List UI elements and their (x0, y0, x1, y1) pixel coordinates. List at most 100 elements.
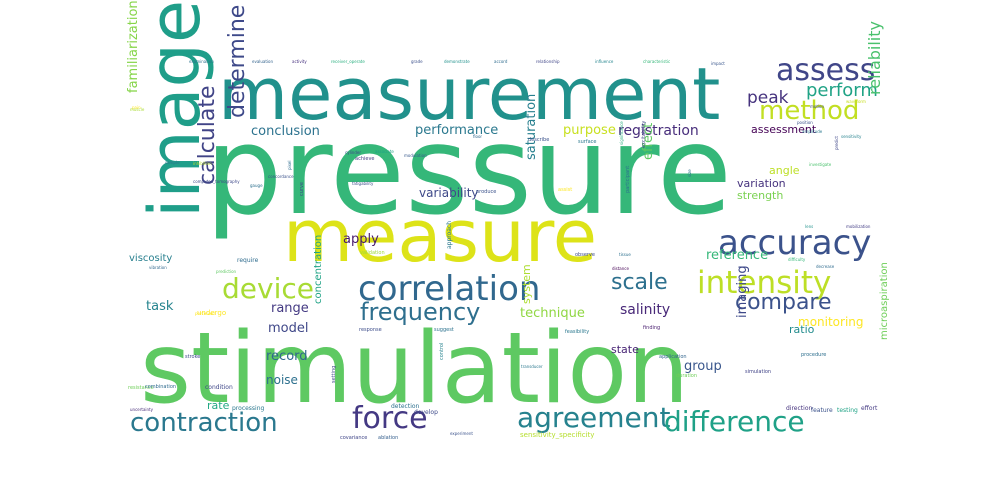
cloud-word: curve (299, 181, 305, 196)
cloud-word: influence (595, 59, 614, 64)
cloud-word: record (266, 349, 308, 364)
cloud-word: receiver_operate (331, 59, 365, 64)
cloud-word: assessment (751, 123, 817, 136)
cloud-word: feasibility (565, 329, 590, 335)
cloud-word: stimulation (140, 312, 690, 426)
cloud-word: undergo (197, 309, 227, 317)
cloud-word: performance (415, 123, 499, 138)
cloud-word: salinity (620, 302, 671, 318)
cloud-word: computed_tomography (193, 179, 240, 184)
cloud-word: investigate (809, 162, 832, 167)
cloud-word: rate (207, 399, 230, 412)
cloud-word: combination (145, 384, 177, 390)
cloud-word: difference (664, 405, 805, 438)
cloud-word: cylinder (345, 150, 361, 155)
cloud-word: determine (225, 4, 250, 118)
cloud-word: assist (558, 187, 573, 193)
cloud-word: correlation (358, 269, 541, 309)
cloud-word: state (611, 343, 639, 356)
cloud-word: effort (861, 405, 878, 412)
cloud-word: ablation (378, 435, 399, 441)
cloud-word: examination (189, 59, 214, 64)
cloud-word: apply (343, 232, 379, 247)
cloud-word: predict (834, 136, 839, 150)
cloud-word: characteristic (643, 59, 671, 64)
cloud-word: floor (473, 134, 483, 139)
cloud-word: resistance (128, 385, 154, 391)
cloud-word: associate (375, 149, 394, 154)
cloud-word: group (684, 359, 722, 374)
cloud-word: sample (165, 160, 180, 165)
cloud-word: achieve (355, 156, 375, 162)
cloud-word: compare (735, 290, 832, 315)
cloud-word: model (268, 321, 309, 336)
cloud-word: surface (578, 139, 597, 145)
cloud-word: develop (414, 409, 438, 416)
cloud-word: pressure (205, 100, 732, 242)
cloud-word: demonstrate (444, 59, 470, 64)
cloud-word: prediction (216, 269, 237, 274)
cloud-word: pain (132, 105, 141, 110)
cloud-word: ratio (789, 323, 815, 336)
cloud-word: perform (806, 80, 878, 101)
cloud-word: variation (737, 177, 786, 190)
cloud-word: distance (612, 266, 629, 271)
cloud-word: method (759, 96, 860, 126)
cloud-word: familiarization (126, 0, 141, 93)
cloud-word: vibration (149, 265, 167, 270)
cloud-word: feature (811, 407, 833, 414)
cloud-word: finding (643, 325, 661, 331)
cloud-word: size (687, 169, 692, 177)
cloud-word: lens (805, 224, 814, 229)
cloud-word: uncertainty (130, 407, 153, 412)
cloud-word: direction (786, 405, 813, 412)
cloud-word: perceived (195, 311, 215, 316)
cloud-word: grade (411, 59, 423, 64)
cloud-word: concentration (313, 234, 324, 304)
cloud-word: position (797, 120, 813, 125)
cloud-word: measure (283, 194, 598, 278)
cloud-word: strength (737, 189, 784, 202)
cloud-word: approach (446, 220, 453, 249)
cloud-word: significance (619, 121, 624, 145)
cloud-word: condition (205, 384, 233, 391)
cloud-word: activity (292, 59, 307, 64)
cloud-word: participant (625, 165, 631, 193)
cloud-word: mobilization (846, 224, 871, 229)
cloud-word: scale (611, 270, 668, 295)
cloud-word: system (520, 264, 533, 304)
cloud-word: impact (711, 61, 725, 66)
cloud-word: control (439, 342, 445, 360)
cloud-word: calculate (195, 85, 220, 185)
cloud-word: frequency (360, 298, 481, 326)
cloud-word: motion (810, 104, 825, 109)
cloud-word: reference (706, 248, 769, 263)
cloud-word: amplitude (802, 129, 823, 134)
cloud-word: sensitivity_specificity (520, 431, 595, 439)
cloud-word: fatigability (352, 181, 374, 186)
cloud-word: angle (769, 164, 800, 177)
cloud-word: task (146, 299, 174, 314)
cloud-word: require (237, 257, 259, 264)
cloud-word: muscle (130, 107, 145, 112)
cloud-word: intensity (697, 265, 832, 301)
cloud-word: device (222, 272, 314, 305)
cloud-word: procedure (801, 352, 827, 358)
cloud-word: measurement (218, 52, 721, 136)
cloud-word: imaging (735, 265, 750, 318)
cloud-word: peak (747, 88, 789, 108)
cloud-word: validation (360, 250, 385, 256)
cloud-word: decrease (816, 264, 835, 269)
cloud-word: duration (676, 373, 698, 379)
cloud-word: technique (520, 306, 585, 321)
cloud-word: concordance (268, 174, 294, 179)
cloud-word: response (359, 327, 382, 333)
cloud-word: tissue (619, 252, 631, 257)
cloud-word: viscosity (129, 253, 173, 264)
cloud-word: accuracy (718, 223, 872, 263)
cloud-word: detection (391, 403, 420, 410)
cloud-word: force (352, 401, 428, 436)
cloud-word: sensitivity (841, 134, 862, 139)
cloud-word: inhibition (193, 161, 212, 166)
